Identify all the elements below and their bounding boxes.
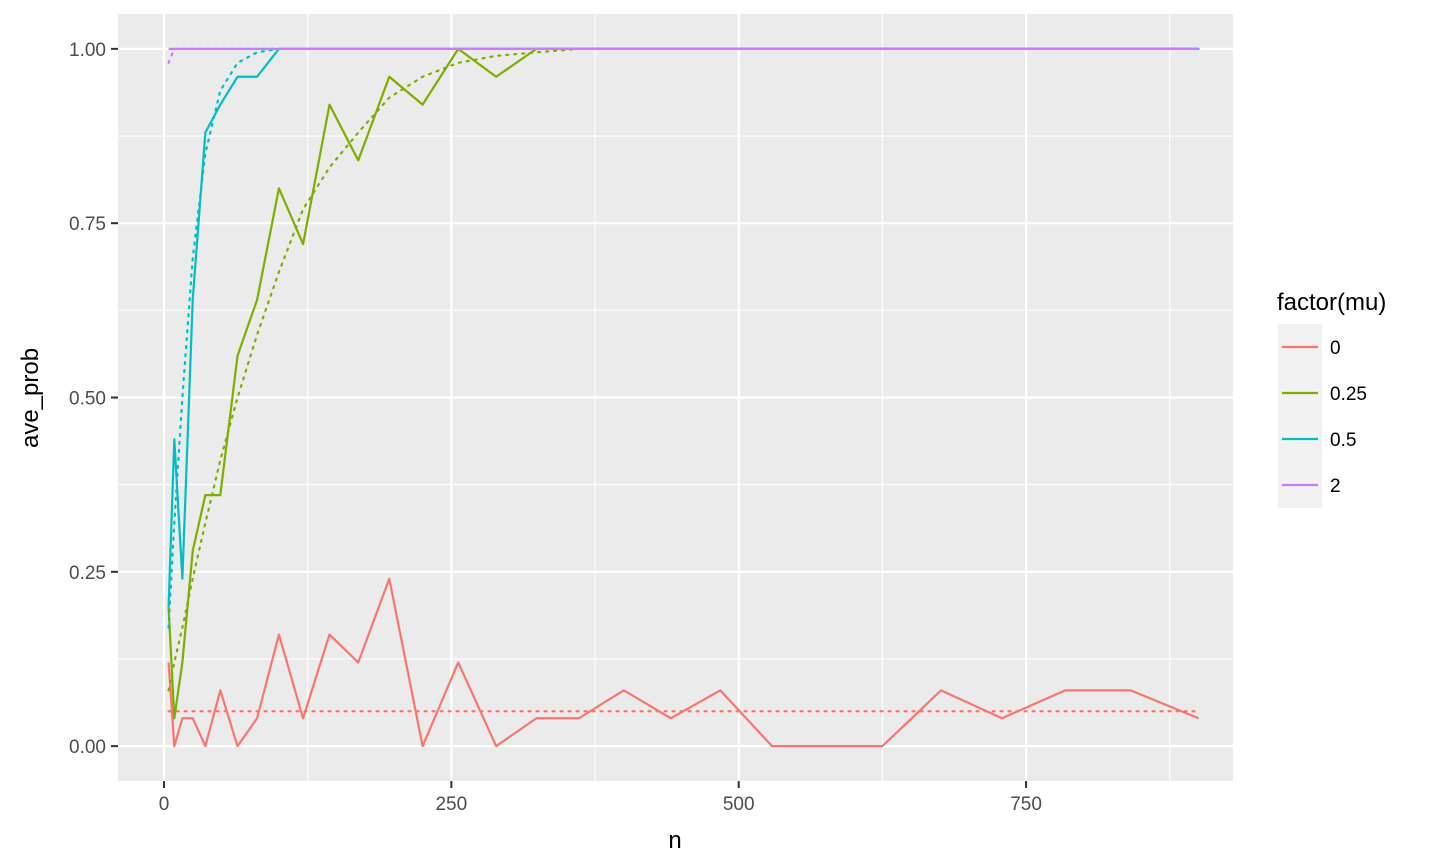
- legend-items: 0 0.25 0.5 2: [1278, 324, 1367, 508]
- x-tick-label: 500: [723, 794, 755, 815]
- y-axis: 0.00 0.25 0.50 0.75 1.00: [69, 40, 118, 758]
- legend-item-0.5: 0.5: [1278, 416, 1356, 462]
- x-tick-label: 250: [435, 794, 467, 815]
- series-layer: [167, 47, 1200, 748]
- y-tick-label: 0.50: [69, 389, 106, 410]
- legend-label: 0: [1330, 338, 1341, 359]
- legend-item-0.25: 0.25: [1278, 370, 1367, 416]
- legend-label: 2: [1330, 476, 1341, 497]
- series-0-simulated-line: [167, 577, 1199, 748]
- legend-label: 0.5: [1330, 430, 1356, 451]
- legend-item-2: 2: [1278, 462, 1341, 508]
- y-tick-label: 0.00: [69, 737, 106, 758]
- legend-item-0: 0: [1278, 324, 1341, 370]
- legend-title: factor(mu): [1277, 289, 1386, 316]
- series-2: [167, 47, 1200, 64]
- x-axis: 0 250 500 750: [159, 781, 1042, 815]
- legend-label: 0.25: [1330, 384, 1367, 405]
- legend: factor(mu) 0 0.25 0.5 2: [1277, 289, 1386, 508]
- series-0.25-theoretical-line: [167, 47, 1200, 692]
- y-axis-title: ave_prob: [17, 348, 44, 448]
- x-axis-title: n: [668, 827, 681, 854]
- series-0: [167, 577, 1200, 748]
- x-tick-label: 750: [1010, 794, 1042, 815]
- x-tick-label: 0: [159, 794, 170, 815]
- y-tick-label: 0.75: [69, 214, 106, 235]
- y-tick-label: 1.00: [69, 40, 106, 61]
- major-gridlines: [118, 14, 1233, 781]
- y-tick-label: 0.25: [69, 563, 106, 584]
